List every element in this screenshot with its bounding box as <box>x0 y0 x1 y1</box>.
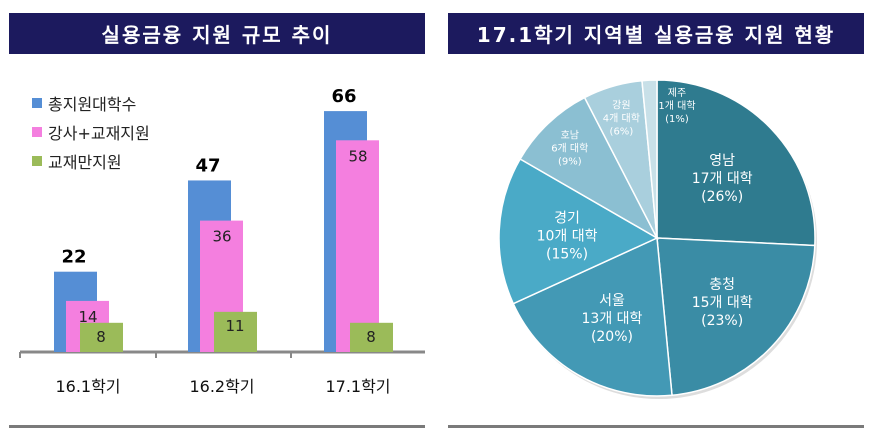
pie-label: 충청 15개 대학 (23%) <box>692 277 753 329</box>
pie-label-percent: (6%) <box>610 127 634 138</box>
pie-label-region: 충청 <box>709 277 735 293</box>
bar-legend: 총지원대학수 강사+교재지원 교재만지원 <box>32 88 150 175</box>
pie-label-count: 6개 대학 <box>551 143 588 155</box>
pie-label-percent: (26%) <box>701 189 743 205</box>
pie-slice <box>512 236 673 397</box>
legend-swatch <box>32 126 42 137</box>
pie-label-region: 서울 <box>599 293 625 309</box>
pie-slice <box>519 96 659 240</box>
pie-label-region: 강원 <box>612 100 630 112</box>
data-label: 14 <box>78 308 97 326</box>
legend-label: 교재만지원 <box>48 152 122 172</box>
bar-chart-title: 실용금융 지원 규모 추이 <box>9 13 425 54</box>
legend-label: 강사+교재지원 <box>48 123 150 143</box>
pie-slice <box>641 79 658 239</box>
x-tick-label: 16.2학기 <box>189 377 254 396</box>
pie-label-count: 1개 대학 <box>658 100 695 112</box>
bar <box>336 140 379 352</box>
legend-swatch <box>32 155 42 166</box>
data-label: 36 <box>212 228 231 246</box>
data-label: 66 <box>331 86 356 107</box>
pie-label-percent: (23%) <box>701 313 743 329</box>
pie-slice <box>656 79 816 247</box>
x-tick-label: 17.1학기 <box>325 377 390 396</box>
data-label: 47 <box>195 155 220 176</box>
legend-item-textbook-only: 교재만지원 <box>32 146 150 175</box>
pie-slice <box>498 157 659 305</box>
legend-swatch <box>32 97 42 108</box>
data-label: 8 <box>366 328 376 346</box>
pie-label-region: 경기 <box>554 211 580 227</box>
x-tick-label: 16.1학기 <box>55 377 120 396</box>
pie-label-region: 제주 <box>668 87 686 99</box>
data-label: 58 <box>348 147 367 165</box>
data-label: 8 <box>96 328 106 346</box>
pie-label: 경기 10개 대학 (15%) <box>537 211 598 263</box>
pie-label: 영남 17개 대학 (26%) <box>692 153 753 205</box>
pie-slice <box>656 237 816 397</box>
data-label: 11 <box>225 317 244 335</box>
right-bottom-rule <box>448 425 864 428</box>
legend-item-total: 총지원대학수 <box>32 88 150 117</box>
legend-item-instructor-textbook: 강사+교재지원 <box>32 117 150 146</box>
pie-chart-title: 17.1학기 지역별 실용금융 지원 현황 <box>448 13 864 54</box>
pie-label-count: 13개 대학 <box>582 311 643 327</box>
pie-label: 서울 13개 대학 (20%) <box>582 293 643 345</box>
pie-label-count: 4개 대학 <box>603 113 640 125</box>
left-bottom-rule <box>9 425 425 428</box>
bar <box>80 322 123 352</box>
pie-label-percent: (9%) <box>558 157 582 168</box>
pie-label-count: 17개 대학 <box>692 171 753 187</box>
pie-label-percent: (20%) <box>591 329 633 345</box>
pie-label-count: 15개 대학 <box>692 295 753 311</box>
pie-label-region: 영남 <box>709 153 735 169</box>
bar <box>350 322 393 352</box>
pie-label-percent: (1%) <box>665 114 689 125</box>
legend-label: 총지원대학수 <box>48 94 137 114</box>
bar-chart: 16.1학기 22 14 8 16.2학기 47 36 11 17.1학기 66 58 8 <box>19 86 425 396</box>
bar <box>214 311 257 352</box>
pie-label-count: 10개 대학 <box>537 229 598 245</box>
data-label: 22 <box>61 247 86 268</box>
pie-label-percent: (15%) <box>546 247 588 263</box>
pie-label-region: 호남 <box>561 130 579 142</box>
